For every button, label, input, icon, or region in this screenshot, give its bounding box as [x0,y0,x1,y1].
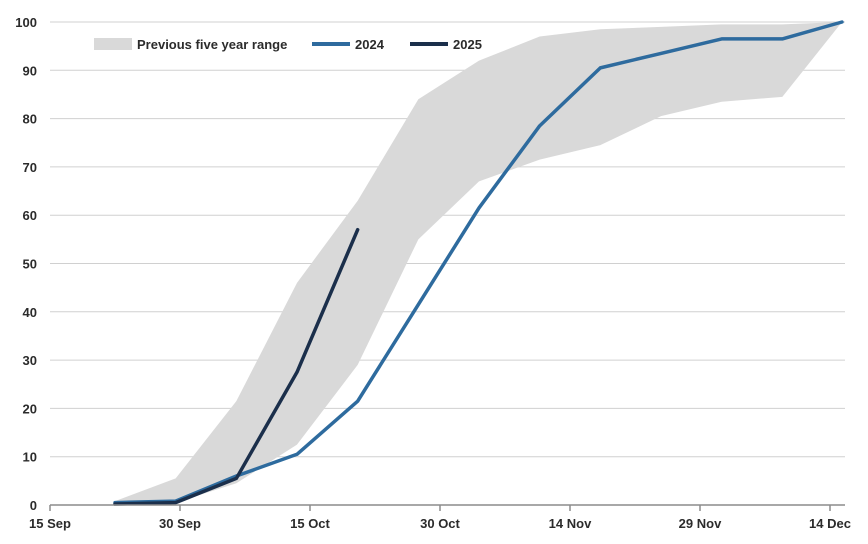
x-tick-label-4: 14 Nov [549,516,592,531]
x-tick-label-5: 29 Nov [679,516,722,531]
legend-label-2024: 2024 [355,37,385,52]
y-tick-label-30: 30 [23,353,37,368]
series-layer [113,20,844,506]
range-band [115,22,842,505]
x-tick-label-6: 14 Dec [809,516,851,531]
axis-layer [49,504,845,511]
legend-label-range: Previous five year range [137,37,287,52]
y-tick-label-10: 10 [23,450,37,465]
x-tick-label-3: 30 Oct [420,516,460,531]
y-tick-label-70: 70 [23,160,37,175]
y-tick-label-50: 50 [23,257,37,272]
range-band-layer [115,22,842,505]
x-tick-label-2: 15 Oct [290,516,330,531]
y-tick-label-100: 100 [15,15,37,30]
legend: Previous five year range 2024 2025 [94,37,482,52]
x-tick-label-0: 15 Sep [29,516,71,531]
y-tick-label-90: 90 [23,63,37,78]
series-line-2025 [113,227,360,506]
y-tick-label-80: 80 [23,112,37,127]
legend-swatch-range [94,38,132,50]
y-tick-label-40: 40 [23,305,37,320]
grid-lines [50,21,845,458]
y-tick-labels: 0 10 20 30 40 50 60 70 80 90 100 [15,15,37,513]
legend-label-2025: 2025 [453,37,482,52]
x-tick-label-1: 30 Sep [159,516,201,531]
y-tick-label-60: 60 [23,208,37,223]
x-tick-labels: 15 Sep 30 Sep 15 Oct 30 Oct 14 Nov 29 Nov 14 D… [29,516,851,531]
y-tick-label-0: 0 [30,498,37,513]
y-tick-label-20: 20 [23,401,37,416]
